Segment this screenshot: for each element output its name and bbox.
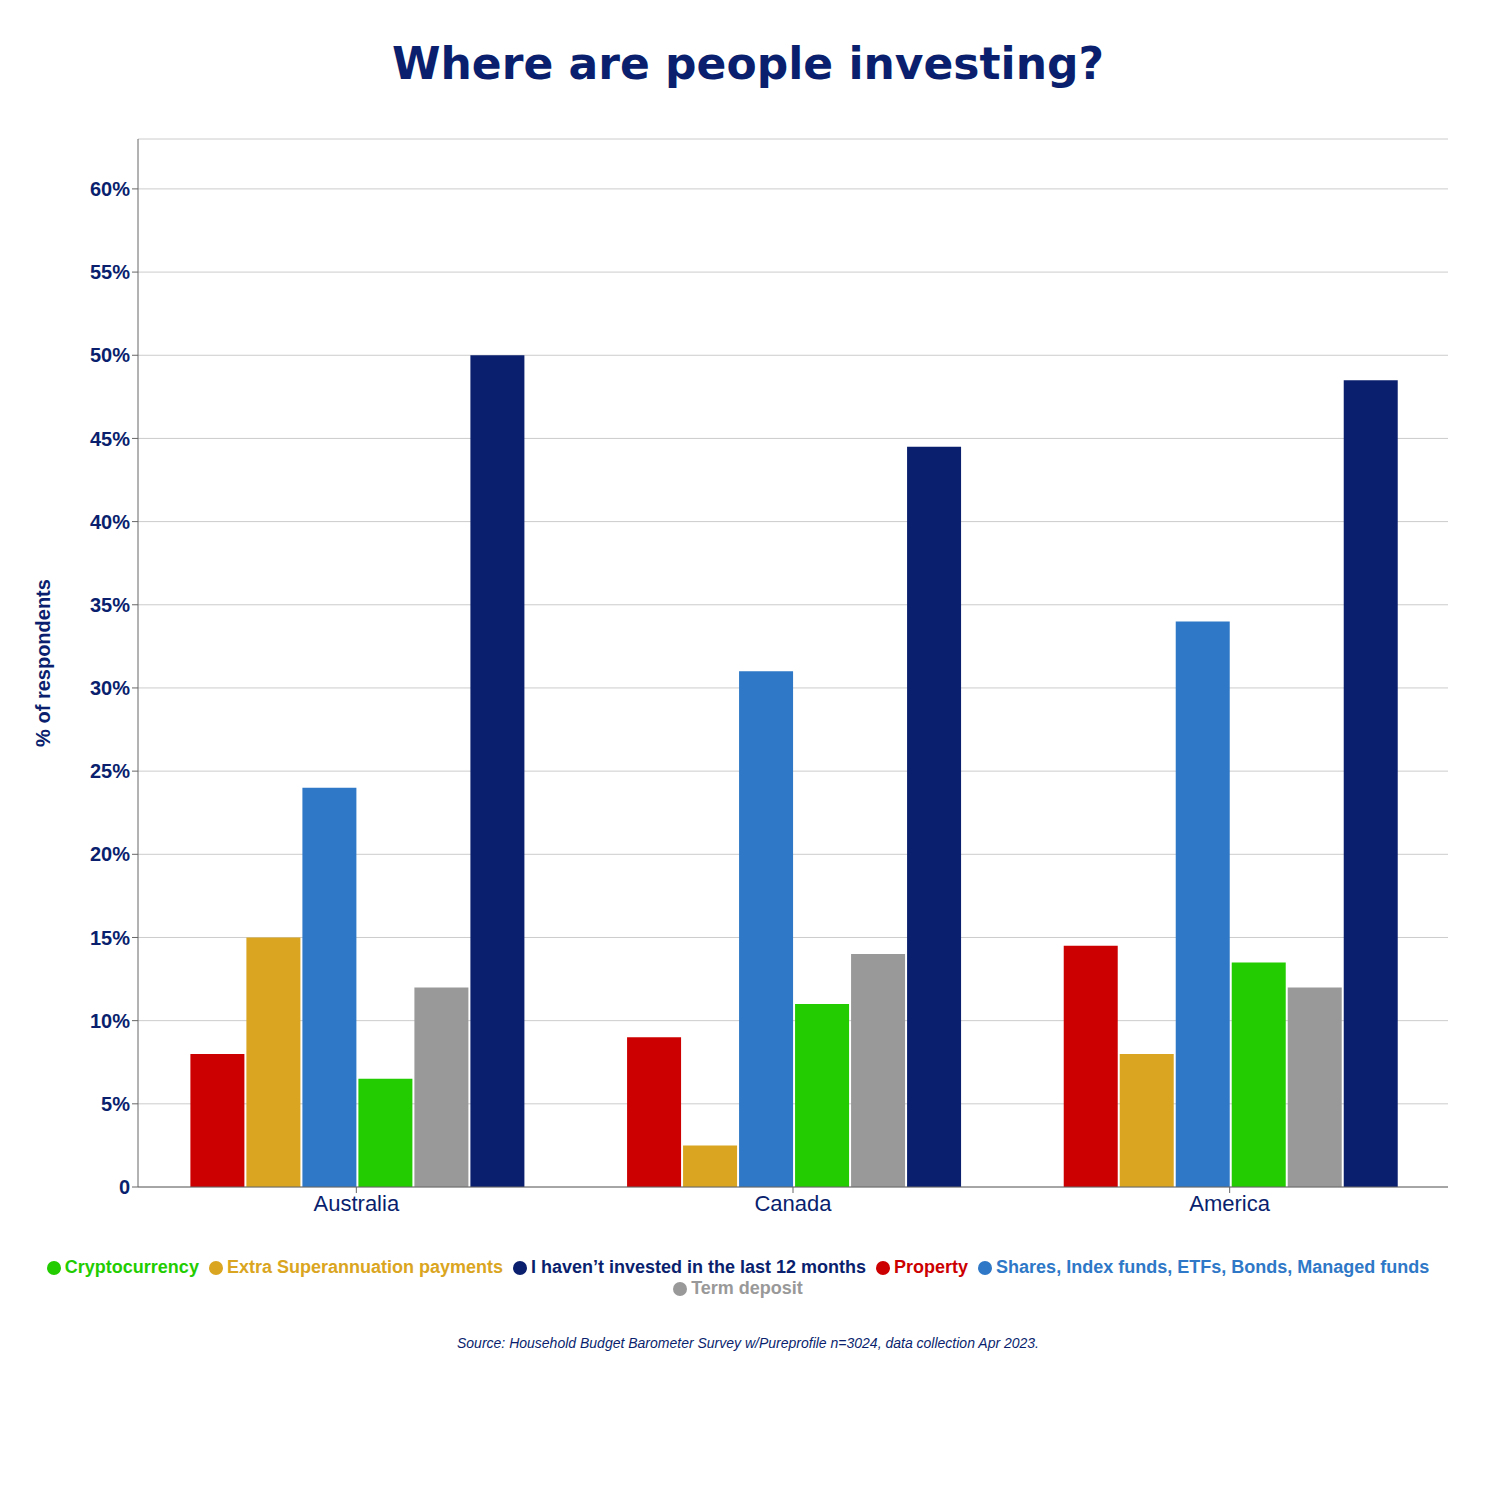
svg-text:15%: 15% [90,927,130,949]
svg-text:35%: 35% [90,594,130,616]
svg-text:55%: 55% [90,261,130,283]
html-text:Where are people investing?: Where are people investing? [392,38,1104,89]
svg-text:30%: 30% [90,677,130,699]
svg-text:% of respondents: % of respondents [32,579,54,747]
html-text:Term deposit: Term deposit [691,1278,803,1298]
svg-text:5%: 5% [101,1093,130,1115]
html-text:Cryptocurrency: Cryptocurrency [64,1257,199,1277]
svg-text:45%: 45% [90,428,130,450]
html-text:I haven’t invested in the last: I haven’t invested in the last 12 months [531,1257,867,1277]
html-text:Extra Superannuation payments: Extra Superannuation payments [226,1257,503,1277]
svg-text:40%: 40% [90,511,130,533]
html-text:Source: Household Budget Barom: Source: Household Budget Barometer Surve… [457,1335,1039,1351]
svg-text:10%: 10% [90,1010,130,1032]
svg-text:Australia: Australia [314,1191,400,1216]
svg-text:50%: 50% [90,344,130,366]
html-text:Property: Property [894,1257,969,1277]
svg-text:Canada: Canada [754,1191,832,1216]
svg-text:60%: 60% [90,178,130,200]
svg-text:0: 0 [119,1176,130,1198]
svg-text:America: America [1189,1191,1270,1216]
html-text:Shares, Index funds, ETFs, Bon: Shares, Index funds, ETFs, Bonds, Manage… [996,1257,1430,1277]
svg-text:20%: 20% [90,843,130,865]
svg-text:25%: 25% [90,760,130,782]
